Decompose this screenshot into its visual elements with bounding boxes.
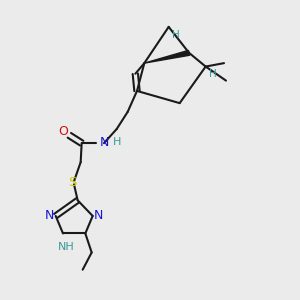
Text: N: N xyxy=(94,209,104,222)
Text: H: H xyxy=(209,69,217,80)
Text: H: H xyxy=(113,137,122,147)
Text: NH: NH xyxy=(58,242,75,252)
Text: H: H xyxy=(172,30,180,40)
Text: O: O xyxy=(58,125,68,138)
Text: S: S xyxy=(68,176,76,189)
Text: N: N xyxy=(45,209,54,222)
Text: N: N xyxy=(99,136,109,149)
Polygon shape xyxy=(144,50,190,63)
